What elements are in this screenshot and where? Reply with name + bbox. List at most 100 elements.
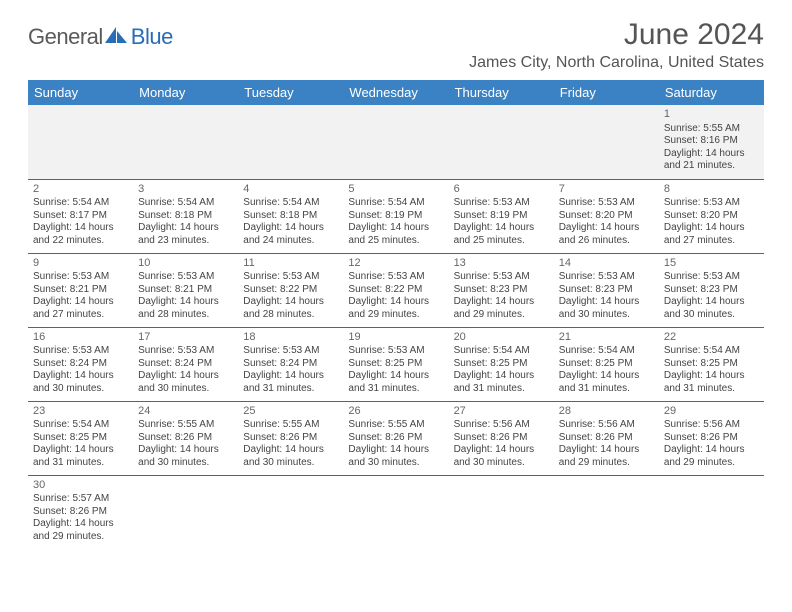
calendar-cell: 2Sunrise: 5:54 AMSunset: 8:17 PMDaylight… [28, 179, 133, 253]
col-saturday: Saturday [659, 80, 764, 105]
day-number: 19 [348, 331, 443, 345]
calendar-cell: 10Sunrise: 5:53 AMSunset: 8:21 PMDayligh… [133, 253, 238, 327]
calendar-cell: 28Sunrise: 5:56 AMSunset: 8:26 PMDayligh… [554, 401, 659, 475]
day-info: Sunrise: 5:53 AMSunset: 8:23 PMDaylight:… [454, 271, 549, 321]
calendar-cell: 5Sunrise: 5:54 AMSunset: 8:19 PMDaylight… [343, 179, 448, 253]
day-number: 10 [138, 257, 233, 271]
day-info: Sunrise: 5:53 AMSunset: 8:21 PMDaylight:… [138, 271, 233, 321]
day-number: 25 [243, 405, 338, 419]
calendar-cell: 23Sunrise: 5:54 AMSunset: 8:25 PMDayligh… [28, 401, 133, 475]
day-number: 29 [664, 405, 759, 419]
day-info: Sunrise: 5:53 AMSunset: 8:19 PMDaylight:… [454, 197, 549, 247]
calendar-cell: 19Sunrise: 5:53 AMSunset: 8:25 PMDayligh… [343, 327, 448, 401]
day-number: 16 [33, 331, 128, 345]
day-info: Sunrise: 5:56 AMSunset: 8:26 PMDaylight:… [664, 419, 759, 469]
calendar-cell [449, 105, 554, 179]
col-tuesday: Tuesday [238, 80, 343, 105]
day-info: Sunrise: 5:56 AMSunset: 8:26 PMDaylight:… [454, 419, 549, 469]
day-info: Sunrise: 5:54 AMSunset: 8:18 PMDaylight:… [138, 197, 233, 247]
calendar-cell: 14Sunrise: 5:53 AMSunset: 8:23 PMDayligh… [554, 253, 659, 327]
calendar-cell: 4Sunrise: 5:54 AMSunset: 8:18 PMDaylight… [238, 179, 343, 253]
day-number: 9 [33, 257, 128, 271]
col-wednesday: Wednesday [343, 80, 448, 105]
logo-sail-icon [103, 25, 129, 50]
calendar-header-row: Sunday Monday Tuesday Wednesday Thursday… [28, 80, 764, 105]
day-info: Sunrise: 5:53 AMSunset: 8:22 PMDaylight:… [348, 271, 443, 321]
day-number: 5 [348, 183, 443, 197]
col-friday: Friday [554, 80, 659, 105]
day-info: Sunrise: 5:53 AMSunset: 8:24 PMDaylight:… [33, 345, 128, 395]
calendar-week-row: 16Sunrise: 5:53 AMSunset: 8:24 PMDayligh… [28, 327, 764, 401]
calendar-cell: 27Sunrise: 5:56 AMSunset: 8:26 PMDayligh… [449, 401, 554, 475]
day-number: 2 [33, 183, 128, 197]
day-info: Sunrise: 5:53 AMSunset: 8:20 PMDaylight:… [559, 197, 654, 247]
day-info: Sunrise: 5:53 AMSunset: 8:20 PMDaylight:… [664, 197, 759, 247]
col-thursday: Thursday [449, 80, 554, 105]
calendar-week-row: 1Sunrise: 5:55 AMSunset: 8:16 PMDaylight… [28, 105, 764, 179]
calendar-cell: 30Sunrise: 5:57 AMSunset: 8:26 PMDayligh… [28, 475, 133, 549]
calendar-cell: 24Sunrise: 5:55 AMSunset: 8:26 PMDayligh… [133, 401, 238, 475]
day-info: Sunrise: 5:55 AMSunset: 8:26 PMDaylight:… [348, 419, 443, 469]
logo-text-blue: Blue [131, 24, 173, 50]
calendar-cell: 21Sunrise: 5:54 AMSunset: 8:25 PMDayligh… [554, 327, 659, 401]
calendar-cell: 12Sunrise: 5:53 AMSunset: 8:22 PMDayligh… [343, 253, 448, 327]
day-number: 20 [454, 331, 549, 345]
page-title: June 2024 [469, 18, 764, 52]
day-number: 24 [138, 405, 233, 419]
calendar-cell [343, 105, 448, 179]
calendar-cell: 6Sunrise: 5:53 AMSunset: 8:19 PMDaylight… [449, 179, 554, 253]
day-number: 4 [243, 183, 338, 197]
calendar-cell: 25Sunrise: 5:55 AMSunset: 8:26 PMDayligh… [238, 401, 343, 475]
day-number: 18 [243, 331, 338, 345]
day-info: Sunrise: 5:54 AMSunset: 8:25 PMDaylight:… [33, 419, 128, 469]
day-info: Sunrise: 5:55 AMSunset: 8:26 PMDaylight:… [138, 419, 233, 469]
day-number: 11 [243, 257, 338, 271]
day-number: 15 [664, 257, 759, 271]
calendar-cell: 1Sunrise: 5:55 AMSunset: 8:16 PMDaylight… [659, 105, 764, 179]
calendar-cell: 20Sunrise: 5:54 AMSunset: 8:25 PMDayligh… [449, 327, 554, 401]
day-info: Sunrise: 5:53 AMSunset: 8:24 PMDaylight:… [138, 345, 233, 395]
day-number: 7 [559, 183, 654, 197]
day-info: Sunrise: 5:56 AMSunset: 8:26 PMDaylight:… [559, 419, 654, 469]
day-info: Sunrise: 5:54 AMSunset: 8:18 PMDaylight:… [243, 197, 338, 247]
calendar-cell: 17Sunrise: 5:53 AMSunset: 8:24 PMDayligh… [133, 327, 238, 401]
calendar-cell: 18Sunrise: 5:53 AMSunset: 8:24 PMDayligh… [238, 327, 343, 401]
logo: General Blue [28, 24, 173, 50]
day-info: Sunrise: 5:53 AMSunset: 8:21 PMDaylight:… [33, 271, 128, 321]
day-number: 23 [33, 405, 128, 419]
day-info: Sunrise: 5:53 AMSunset: 8:23 PMDaylight:… [664, 271, 759, 321]
header: General Blue June 2024 James City, North… [28, 18, 764, 72]
day-info: Sunrise: 5:53 AMSunset: 8:25 PMDaylight:… [348, 345, 443, 395]
day-info: Sunrise: 5:55 AMSunset: 8:16 PMDaylight:… [664, 123, 759, 173]
day-number: 13 [454, 257, 549, 271]
day-number: 30 [33, 479, 128, 493]
calendar-cell [238, 105, 343, 179]
day-number: 17 [138, 331, 233, 345]
calendar-cell [28, 105, 133, 179]
calendar-cell: 8Sunrise: 5:53 AMSunset: 8:20 PMDaylight… [659, 179, 764, 253]
calendar-cell: 7Sunrise: 5:53 AMSunset: 8:20 PMDaylight… [554, 179, 659, 253]
day-number: 8 [664, 183, 759, 197]
calendar-cell: 3Sunrise: 5:54 AMSunset: 8:18 PMDaylight… [133, 179, 238, 253]
day-number: 12 [348, 257, 443, 271]
day-number: 21 [559, 331, 654, 345]
calendar-cell: 11Sunrise: 5:53 AMSunset: 8:22 PMDayligh… [238, 253, 343, 327]
calendar-cell: 16Sunrise: 5:53 AMSunset: 8:24 PMDayligh… [28, 327, 133, 401]
col-monday: Monday [133, 80, 238, 105]
calendar-table: Sunday Monday Tuesday Wednesday Thursday… [28, 80, 764, 549]
calendar-cell [449, 475, 554, 549]
calendar-cell: 29Sunrise: 5:56 AMSunset: 8:26 PMDayligh… [659, 401, 764, 475]
day-info: Sunrise: 5:54 AMSunset: 8:17 PMDaylight:… [33, 197, 128, 247]
location-text: James City, North Carolina, United State… [469, 54, 764, 72]
day-number: 26 [348, 405, 443, 419]
day-info: Sunrise: 5:53 AMSunset: 8:22 PMDaylight:… [243, 271, 338, 321]
calendar-week-row: 23Sunrise: 5:54 AMSunset: 8:25 PMDayligh… [28, 401, 764, 475]
col-sunday: Sunday [28, 80, 133, 105]
day-info: Sunrise: 5:57 AMSunset: 8:26 PMDaylight:… [33, 493, 128, 543]
calendar-cell [133, 105, 238, 179]
day-info: Sunrise: 5:55 AMSunset: 8:26 PMDaylight:… [243, 419, 338, 469]
day-info: Sunrise: 5:54 AMSunset: 8:25 PMDaylight:… [664, 345, 759, 395]
calendar-cell [554, 105, 659, 179]
calendar-cell [554, 475, 659, 549]
calendar-cell [133, 475, 238, 549]
